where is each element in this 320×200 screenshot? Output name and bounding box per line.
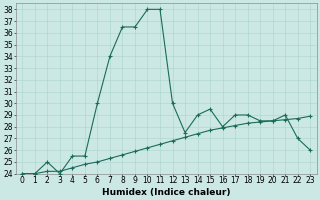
X-axis label: Humidex (Indice chaleur): Humidex (Indice chaleur) [102, 188, 230, 197]
